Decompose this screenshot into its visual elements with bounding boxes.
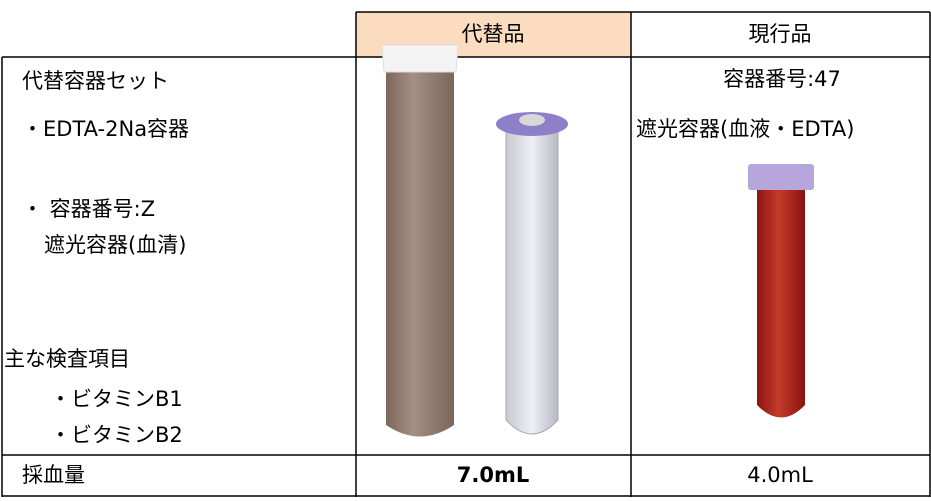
tube-clear bbox=[496, 112, 568, 435]
tube-red bbox=[748, 164, 814, 418]
cell-text: 容器番号:47 bbox=[723, 67, 841, 91]
tube-brown bbox=[381, 44, 459, 437]
header-cell: 代替品 bbox=[462, 22, 525, 46]
cell-text: 主な検査項目 bbox=[4, 347, 130, 371]
cell-text: 7.0mL bbox=[457, 463, 529, 487]
cell-text: 採血量 bbox=[22, 463, 85, 487]
cell-text: ・ビタミンB1 bbox=[50, 387, 183, 411]
cell-text: 遮光容器(血清) bbox=[44, 233, 186, 257]
cell-text: 遮光容器(血液・EDTA) bbox=[636, 117, 854, 141]
cell-text: 代替容器セット bbox=[22, 69, 169, 93]
cell-text: ・ 容器番号:Z bbox=[22, 197, 155, 221]
header-cell: 現行品 bbox=[749, 22, 812, 46]
cell-text: ・ビタミンB2 bbox=[50, 423, 183, 447]
cell-text: ・EDTA-2Na容器 bbox=[22, 117, 189, 141]
cell-text: 4.0mL bbox=[747, 463, 813, 487]
